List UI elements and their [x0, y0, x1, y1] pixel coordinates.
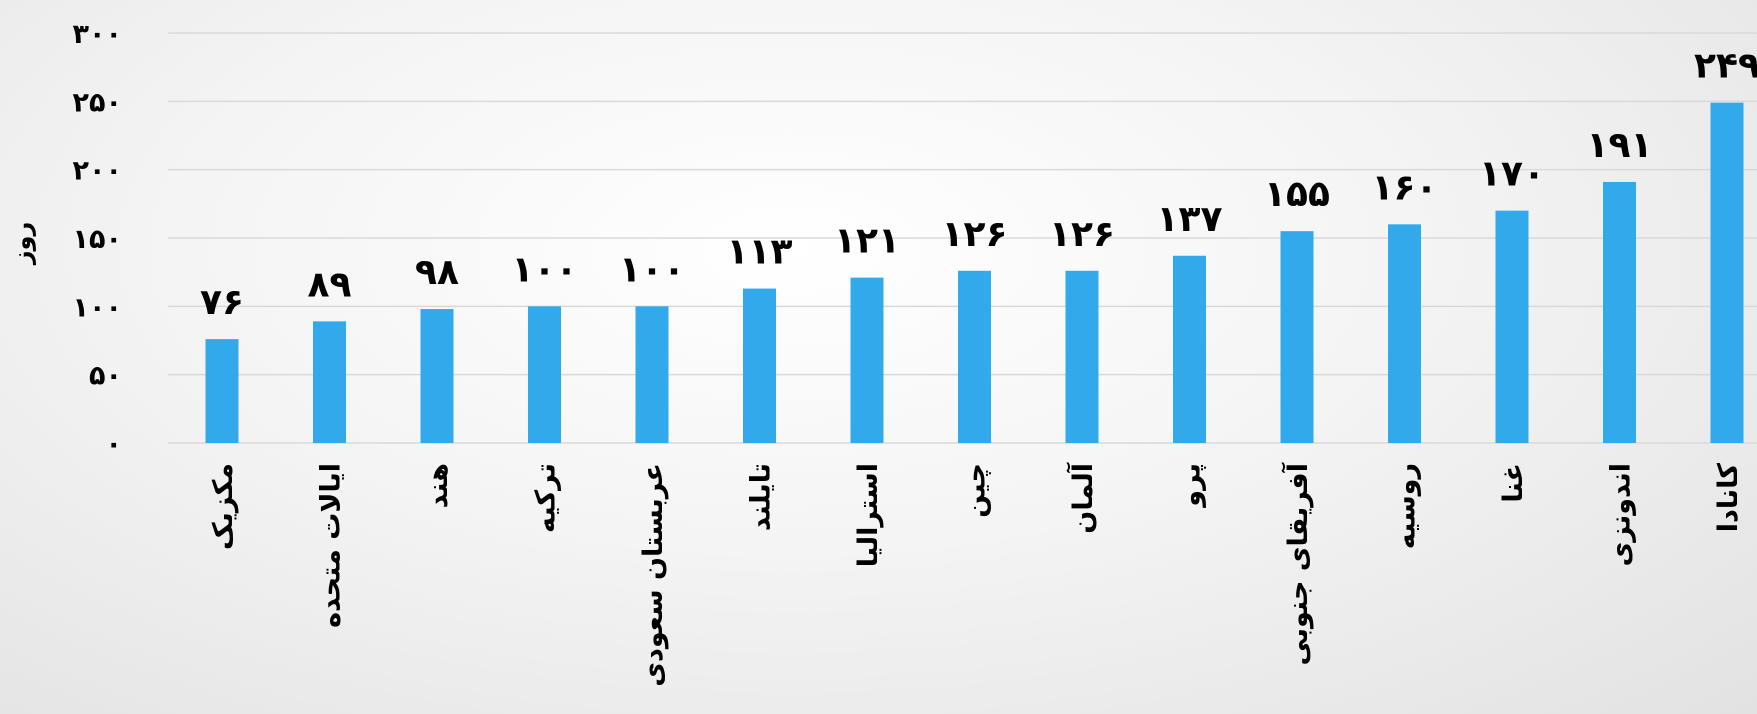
category-label: غنا: [1498, 463, 1529, 503]
data-label: ۱۰۰: [619, 249, 685, 290]
category-label: آفریقای جنوبی: [1281, 462, 1314, 665]
data-label: ۱۲۶: [942, 214, 1008, 255]
y-tick-label: ۱۵۰: [73, 224, 122, 255]
data-label: ۱۲۱: [834, 221, 900, 262]
data-label: ۱۰۰: [512, 249, 578, 290]
bars: [205, 102, 1744, 443]
data-label: ۱۱۳: [727, 232, 793, 273]
category-label: روسیه: [1391, 463, 1422, 549]
category-label: چین: [961, 463, 992, 518]
data-labels: ۷۶ ۸۹ ۹۸ ۱۰۰ ۱۰۰ ۱۱۳ ۱۲۱ ۱۲۶ ۱۲۶ ۱۳۷ ۱۵۵ ۱۶۰ ۱۷۰ ۱۹۱ ۲…: [200, 46, 1757, 323]
y-axis-ticks: ۰ ۵۰ ۱۰۰ ۱۵۰ ۲۰۰ ۲۵۰ ۳۰۰: [73, 19, 122, 460]
category-label: اندونزی: [1606, 463, 1637, 566]
category-label: استرالیا: [853, 463, 884, 567]
y-tick-label: ۲۰۰: [73, 156, 122, 187]
data-label: ۱۷۰: [1479, 154, 1545, 195]
data-label: ۸۹: [308, 264, 352, 305]
bar: [1495, 210, 1529, 443]
category-label: عربستان سعودی: [638, 463, 669, 687]
bar: [850, 277, 884, 443]
bar: [1603, 181, 1636, 443]
data-label: ۹۸: [415, 252, 459, 293]
bar: [1280, 231, 1314, 443]
data-label: ۱۶۰: [1372, 167, 1438, 208]
bar: [1065, 270, 1099, 443]
data-label: ۱۵۵: [1264, 174, 1330, 215]
category-label: پرو: [1176, 463, 1207, 509]
bar: [420, 309, 454, 443]
bar: [1173, 255, 1206, 443]
y-tick-label: ۳۰۰: [73, 19, 122, 50]
category-label: هند: [423, 463, 454, 508]
y-tick-label: ۰: [106, 429, 122, 460]
category-label: آلمان: [1066, 462, 1099, 533]
bar: [1388, 224, 1421, 443]
y-tick-label: ۲۵۰: [73, 87, 122, 118]
bar: [205, 339, 239, 443]
bar: [313, 321, 346, 443]
category-labels: مکزیک ایالات متحده هند ترکیه عربستان سعودی تا…: [208, 462, 1744, 687]
y-tick-label: ۵۰: [89, 361, 122, 392]
bar: [958, 270, 991, 443]
bar: [743, 288, 776, 443]
data-label: ۱۲۶: [1049, 214, 1115, 255]
y-axis-title: روز: [8, 222, 36, 266]
bar: [635, 306, 669, 443]
bar: [1710, 102, 1744, 443]
data-label: ۱۹۱: [1587, 125, 1653, 166]
category-label: تایلند: [746, 463, 777, 531]
y-tick-label: ۱۰۰: [73, 292, 122, 323]
category-label: ایالات متحده: [316, 463, 347, 628]
category-label: ترکیه: [531, 463, 562, 533]
data-label: ۱۳۷: [1157, 199, 1223, 240]
category-label: کانادا: [1713, 463, 1744, 533]
category-label: مکزیک: [208, 463, 239, 550]
data-label: ۷۶: [200, 282, 244, 323]
bar: [528, 306, 561, 443]
data-label: ۲۴۹: [1694, 46, 1757, 87]
